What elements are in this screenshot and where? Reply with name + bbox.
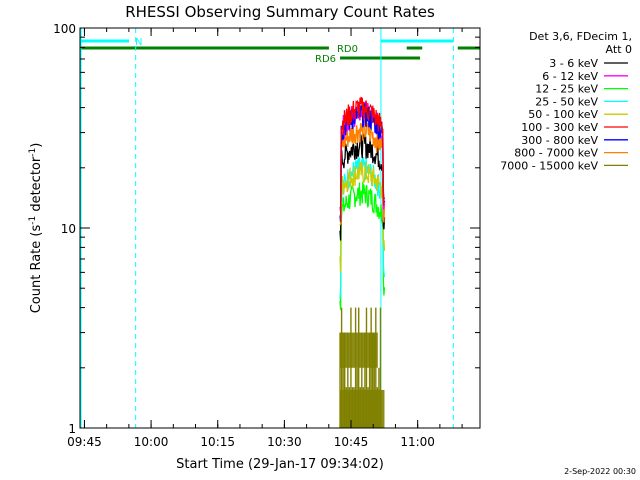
series-7000-15000-keV-line	[339, 307, 385, 428]
x-tick-label: 10:30	[267, 435, 302, 449]
legend-entry-label: 300 - 800 keV	[521, 134, 598, 147]
x-tick-label: 10:00	[134, 435, 169, 449]
y-tick-label: 1	[68, 422, 76, 436]
footer-timestamp: 2-Sep-2022 00:30	[564, 467, 636, 476]
series-path	[339, 133, 386, 241]
series-path	[339, 96, 386, 223]
series-50-100-keV-line	[339, 161, 386, 273]
legend-entry-label: 100 - 300 keV	[521, 121, 598, 134]
y-tick-label: 100	[53, 22, 76, 36]
y-axis: 1 10 100	[53, 22, 480, 436]
legend-header-line-2: Att 0	[606, 43, 632, 56]
legend-entry-label: 800 - 7000 keV	[514, 147, 598, 160]
legend-entry-label: 7000 - 15000 keV	[500, 159, 598, 172]
legend-header-line-1: Det 3,6, FDecim 1,	[529, 30, 632, 43]
x-tick-label: 10:15	[200, 435, 235, 449]
series-12-25-keV-line	[339, 181, 386, 310]
legend-entry-label: 25 - 50 keV	[535, 95, 598, 108]
x-tick-label: 11:00	[400, 435, 435, 449]
bar-rd6-label: RD6	[315, 54, 336, 65]
bar-n-label: N	[135, 37, 142, 48]
series-path	[339, 161, 386, 273]
bar-rd0-label: RD0	[337, 44, 358, 55]
x-axis-label: Start Time (29-Jan-17 09:34:02)	[176, 457, 384, 472]
series-3-6-keV-line	[339, 133, 386, 241]
series-block	[340, 332, 378, 368]
legend-entry-label: 6 - 12 keV	[542, 70, 598, 83]
series-layer	[339, 96, 386, 428]
x-tick-label: 09:45	[67, 435, 102, 449]
series-path	[339, 181, 386, 310]
legend-entry-label: 12 - 25 keV	[535, 83, 598, 96]
y-axis-label: Count Rate (s-1 detector-1)	[28, 143, 44, 314]
legend-entry-label: 3 - 6 keV	[549, 57, 598, 70]
y-tick-label: 10	[61, 222, 76, 236]
marker-lines	[80, 28, 454, 428]
x-axis: 09:45 10:00 10:15 10:30 10:45 11:00	[67, 28, 463, 449]
plot-frame	[79, 27, 481, 429]
x-tick-label: 10:45	[334, 435, 369, 449]
chart-title: RHESSI Observing Summary Count Rates	[125, 3, 435, 21]
legend-entry-label: 50 - 100 keV	[528, 108, 598, 121]
series-100-300-keV-line	[339, 96, 386, 223]
series-block	[340, 389, 385, 428]
